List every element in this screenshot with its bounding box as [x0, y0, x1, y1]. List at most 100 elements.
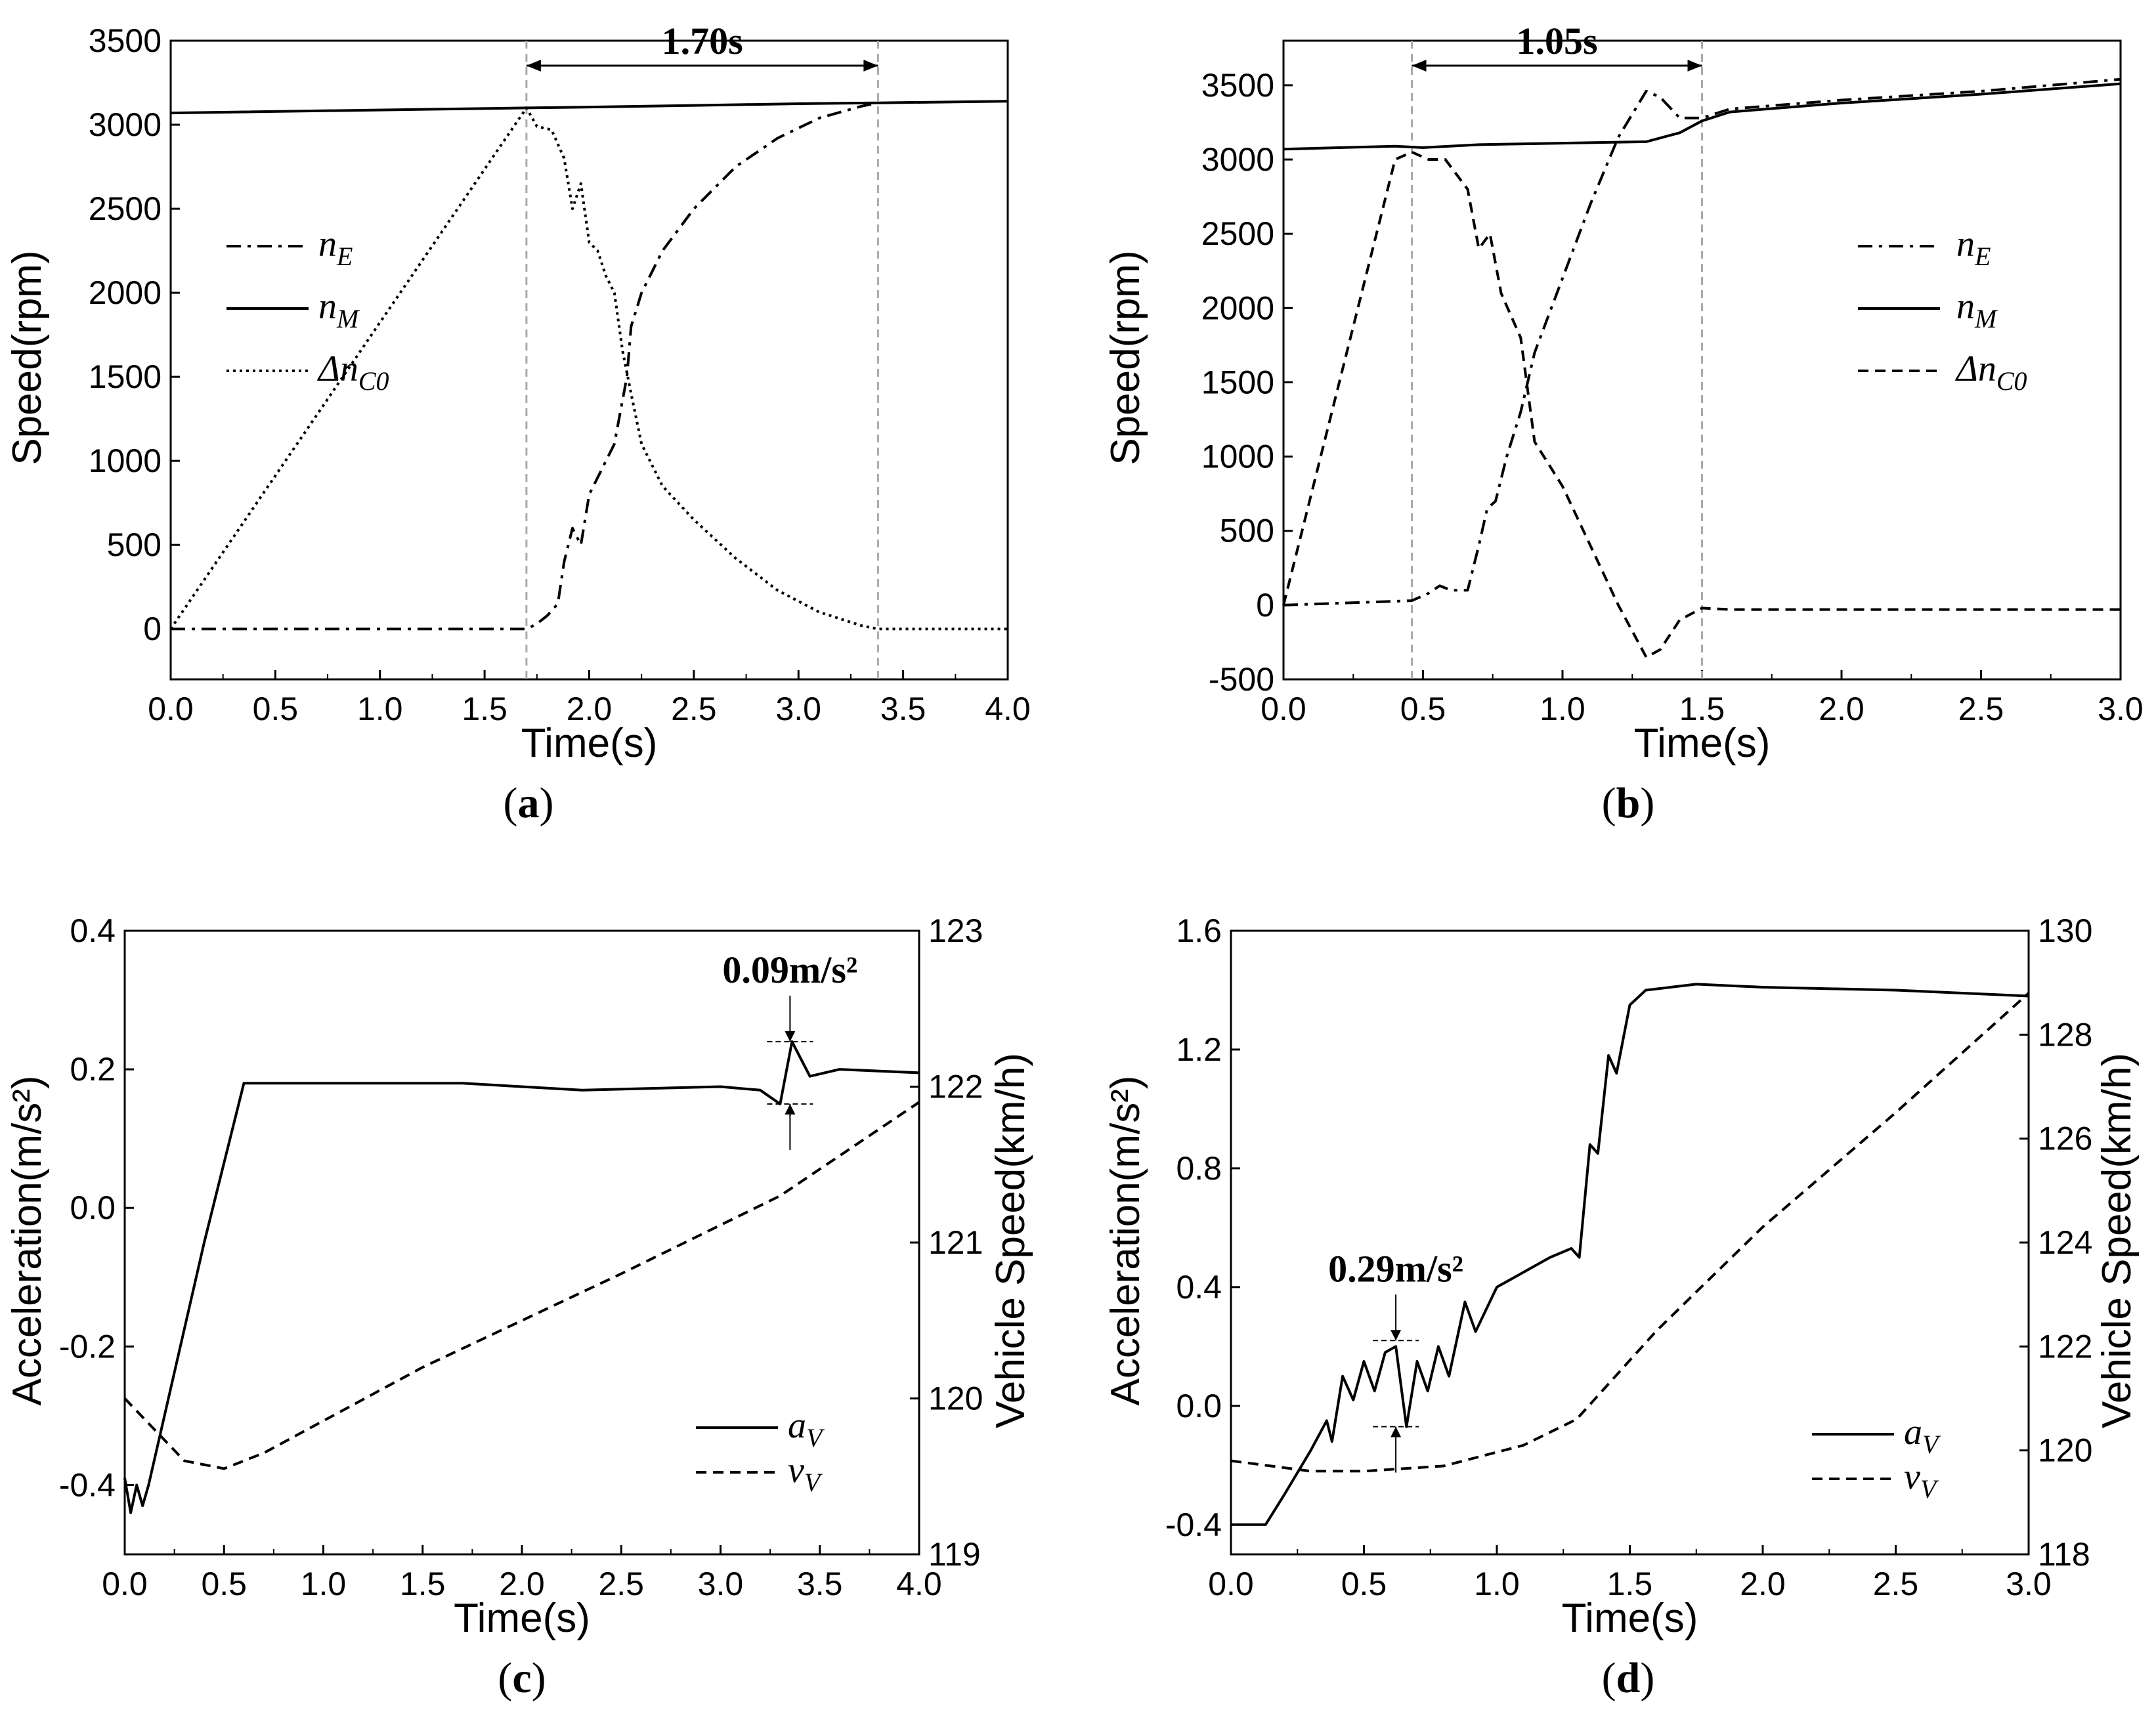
- annot-arrowhead-up: [1391, 1426, 1402, 1438]
- y-tick-label: -0.2: [59, 1328, 116, 1365]
- legend-label: nM: [1956, 286, 1998, 333]
- y-tick-label: 1500: [1201, 364, 1274, 400]
- y-tick-label: 1000: [89, 442, 162, 479]
- y-tick-label: 0: [1256, 587, 1274, 624]
- y2-tick-label: 120: [928, 1380, 983, 1417]
- y-axis-label: Speed(rpm): [5, 250, 50, 465]
- series-line-nE: [1283, 77, 2121, 607]
- bracket-arrow-right: [863, 60, 878, 72]
- series-line-nM: [1283, 82, 2121, 151]
- panel-label: (d): [1602, 1654, 1655, 1702]
- y-tick-label: 2500: [1201, 215, 1274, 252]
- x-axis-label: Time(s): [1562, 1596, 1698, 1641]
- x-tick-label: 3.5: [880, 691, 926, 727]
- x-tick-label: 3.0: [2098, 691, 2144, 727]
- x-tick-label: 2.5: [598, 1565, 644, 1602]
- y2-tick-label: 124: [2038, 1224, 2092, 1261]
- legend-label: ΔnC0: [317, 349, 389, 396]
- y2-tick-label: 126: [2038, 1120, 2092, 1157]
- x-tick-label: 1.5: [1679, 691, 1725, 727]
- amplitude-annotation: 0.29m/s²: [1328, 1247, 1463, 1290]
- legend-label: aV: [788, 1405, 825, 1453]
- legend-label: vV: [788, 1450, 823, 1497]
- annot-arrowhead-up: [785, 1103, 796, 1115]
- y-tick-label: 3500: [89, 22, 162, 59]
- x-tick-label: 3.0: [698, 1565, 744, 1602]
- legend-label: ΔnC0: [1955, 349, 2027, 396]
- x-tick-label: 1.0: [1474, 1565, 1520, 1602]
- y2-tick-label: 130: [2038, 912, 2092, 949]
- legend-label: aV: [1904, 1412, 1941, 1459]
- x-axis-label: Time(s): [1634, 721, 1771, 766]
- x-tick-label: 0.5: [1341, 1565, 1387, 1602]
- legend: nE nM ΔnC0: [1858, 224, 2027, 396]
- y2-tick-label: 122: [2038, 1328, 2092, 1365]
- bracket-arrow-left: [1412, 60, 1427, 72]
- y-tick-label: -0.4: [59, 1466, 116, 1503]
- y-axis-label: Acceleration(m/s²): [1103, 1076, 1148, 1406]
- x-axis-label: Time(s): [454, 1596, 590, 1641]
- x-tick-label: 2.5: [1958, 691, 2004, 727]
- series-line-aV: [123, 1040, 920, 1514]
- y-tick-label: 0.0: [1176, 1388, 1222, 1424]
- y2-tick-label: 122: [928, 1069, 983, 1105]
- chart-b: 0.0 0.5 1.0 1.5 2.0 2.5 3.0 -500 0 500 1000 1500 200…: [1103, 20, 2144, 827]
- y-tick-label: 1.2: [1176, 1031, 1222, 1068]
- panel-label: (b): [1602, 779, 1655, 827]
- series-line-vV: [1230, 992, 2030, 1473]
- y-tick-label: 3000: [89, 106, 162, 143]
- y-tick-label: 2000: [1201, 289, 1274, 326]
- y-tick-label: 0.8: [1176, 1150, 1222, 1187]
- panel-label: (c): [498, 1654, 546, 1702]
- legend-label: vV: [1904, 1457, 1939, 1504]
- legend-label: nE: [318, 224, 353, 271]
- y-axis-label: Speed(rpm): [1103, 250, 1148, 465]
- x-tick-label: 0.0: [1261, 691, 1306, 727]
- x-tick-label: 2.0: [1740, 1565, 1786, 1602]
- duration-annotation: 1.05s: [1516, 20, 1597, 62]
- x-tick-label: 4.0: [896, 1565, 942, 1602]
- x-axis-label: Time(s): [521, 721, 658, 766]
- y-tick-label: 0.4: [1176, 1269, 1222, 1306]
- y2-tick-label: 120: [2038, 1432, 2092, 1469]
- y-tick-label: 2500: [89, 190, 162, 227]
- x-tick-label: 1.5: [400, 1565, 446, 1602]
- annot-arrowhead-down: [785, 1031, 796, 1042]
- y-tick-label: 500: [1220, 513, 1274, 549]
- chart-a: 0.0 0.5 1.0 1.5 2.0 2.5 3.0 3.5 4.0 0 500 1000 1500 2…: [5, 20, 1031, 827]
- x-tick-label: 4.0: [985, 691, 1031, 727]
- bracket-arrow-left: [526, 60, 541, 72]
- x-tick-label: 2.5: [1873, 1565, 1919, 1602]
- y2-axis-label: Vehicle Speed(km/h): [2094, 1053, 2140, 1428]
- y2-tick-label: 128: [2038, 1016, 2092, 1053]
- x-tick-label: 0.0: [102, 1565, 148, 1602]
- amplitude-annotation: 0.09m/s²: [722, 948, 857, 991]
- x-tick-label: 1.0: [1540, 691, 1585, 727]
- y2-tick-label: 119: [928, 1536, 981, 1573]
- y2-tick-label: 118: [2038, 1536, 2090, 1573]
- x-tick-label: 1.0: [301, 1565, 347, 1602]
- x-tick-label: 3.0: [775, 691, 821, 727]
- y-tick-label: 3000: [1201, 141, 1274, 178]
- x-tick-label: 0.0: [1208, 1565, 1254, 1602]
- x-tick-label: 0.5: [253, 691, 299, 727]
- y-tick-label: 0.4: [70, 912, 116, 949]
- bracket-arrow-right: [1687, 60, 1702, 72]
- x-tick-label: 0.0: [148, 691, 194, 727]
- panel-label: (a): [504, 779, 554, 827]
- x-tick-label: 1.0: [357, 691, 403, 727]
- duration-annotation: 1.70s: [662, 20, 743, 62]
- series-line-nC0: [169, 106, 1008, 631]
- x-tick-label: 3.0: [2006, 1565, 2052, 1602]
- x-tick-label: 3.5: [797, 1565, 843, 1602]
- x-tick-label: 2.0: [499, 1565, 545, 1602]
- chart-c: 0.0 0.5 1.0 1.5 2.0 2.5 3.0 3.5 4.0 -0.4 -0.2 0.0 0.…: [5, 912, 1033, 1702]
- legend-label: nE: [1956, 224, 1991, 271]
- y-tick-label: 1500: [89, 358, 162, 395]
- y-tick-label: -0.4: [1165, 1506, 1222, 1543]
- x-tick-label: 2.5: [671, 691, 717, 727]
- y-tick-label: 1.6: [1176, 912, 1222, 949]
